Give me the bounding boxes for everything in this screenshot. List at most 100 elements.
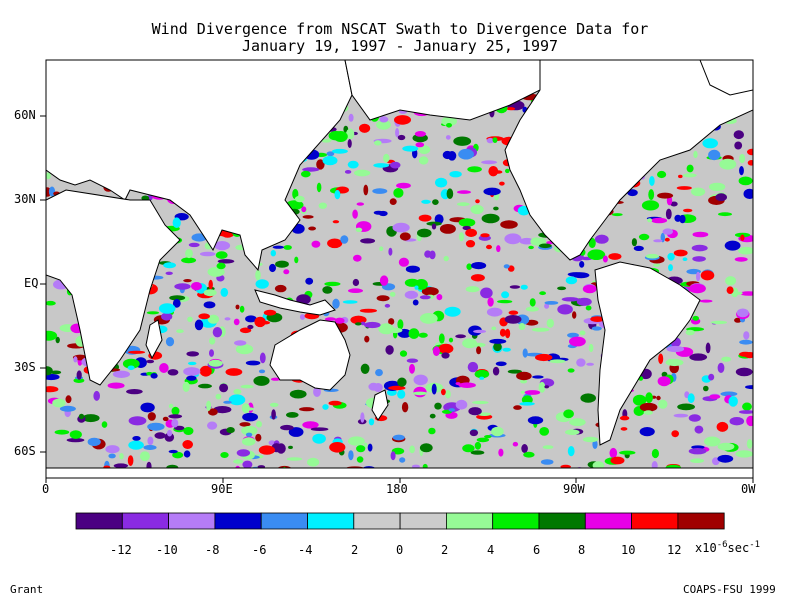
colorbar-label-5: -4 <box>298 543 313 557</box>
divergence-patch <box>735 367 753 377</box>
divergence-patch <box>342 300 358 304</box>
divergence-patch <box>665 208 672 220</box>
divergence-patch <box>432 199 439 206</box>
divergence-patch <box>242 460 253 469</box>
divergence-patch <box>239 422 251 427</box>
divergence-patch <box>565 276 578 285</box>
divergence-patch <box>393 188 404 198</box>
divergence-patch <box>398 257 409 267</box>
divergence-patch <box>455 382 461 386</box>
divergence-patch <box>283 269 290 275</box>
divergence-patch <box>465 240 476 248</box>
divergence-patch <box>302 215 314 219</box>
divergence-patch <box>220 452 229 458</box>
colorbar-swatch <box>353 512 401 530</box>
divergence-patch <box>746 439 753 449</box>
divergence-patch <box>544 303 550 309</box>
divergence-patch <box>493 342 502 352</box>
divergence-patch <box>223 400 232 404</box>
divergence-patch <box>172 298 181 308</box>
divergence-patch <box>107 382 125 389</box>
divergence-patch <box>458 382 476 389</box>
divergence-patch <box>340 235 349 244</box>
divergence-patch <box>322 404 329 410</box>
divergence-patch <box>457 190 471 194</box>
divergence-patch <box>234 340 247 346</box>
divergence-patch <box>467 361 479 373</box>
divergence-patch <box>449 171 462 178</box>
divergence-patch <box>686 164 694 173</box>
divergence-patch <box>643 410 653 415</box>
divergence-patch <box>444 306 461 317</box>
divergence-patch <box>127 455 134 466</box>
divergence-patch <box>348 288 363 294</box>
divergence-patch <box>348 450 354 461</box>
divergence-patch <box>586 362 594 366</box>
divergence-patch <box>228 394 246 406</box>
divergence-patch <box>299 314 306 320</box>
divergence-patch <box>283 245 292 250</box>
divergence-patch <box>611 213 623 217</box>
divergence-patch <box>313 386 321 397</box>
divergence-patch <box>275 260 289 268</box>
divergence-patch <box>717 442 735 451</box>
colorbar-swatch <box>214 512 262 530</box>
divergence-patch <box>441 388 446 396</box>
divergence-patch <box>385 345 394 355</box>
divergence-patch <box>399 457 406 463</box>
divergence-patch <box>691 244 708 252</box>
divergence-patch <box>700 270 715 281</box>
divergence-patch <box>729 417 745 426</box>
divergence-patch <box>168 449 178 454</box>
divergence-patch <box>332 220 340 224</box>
divergence-patch <box>328 400 342 406</box>
divergence-patch <box>46 386 59 393</box>
divergence-patch <box>397 134 406 141</box>
divergence-patch <box>347 139 352 148</box>
divergence-patch <box>538 243 552 249</box>
divergence-patch <box>122 358 140 369</box>
divergence-patch <box>587 249 606 260</box>
divergence-patch <box>632 394 647 406</box>
divergence-patch <box>739 166 744 176</box>
divergence-patch <box>301 170 311 178</box>
divergence-patch <box>233 318 240 326</box>
landmass-north-america <box>504 60 753 261</box>
divergence-patch <box>428 427 436 435</box>
divergence-patch <box>132 436 141 441</box>
divergence-patch <box>215 251 228 259</box>
colorbar-swatch <box>677 512 725 530</box>
divergence-patch <box>470 274 485 282</box>
divergence-patch <box>676 186 692 190</box>
divergence-patch <box>462 225 471 231</box>
divergence-patch <box>520 284 528 290</box>
divergence-patch <box>127 365 135 371</box>
divergence-patch <box>418 214 432 222</box>
divergence-patch <box>645 392 653 404</box>
divergence-patch <box>312 433 326 444</box>
divergence-patch <box>119 453 124 460</box>
divergence-patch <box>346 128 355 140</box>
divergence-patch <box>66 438 85 443</box>
divergence-patch <box>169 295 186 301</box>
divergence-patch <box>181 257 197 264</box>
divergence-patch <box>535 353 553 362</box>
divergence-patch <box>687 393 695 404</box>
divergence-patch <box>241 437 256 446</box>
divergence-patch <box>693 150 698 159</box>
divergence-patch <box>682 173 697 178</box>
lat-label-30s: 30S <box>14 360 36 374</box>
divergence-patch <box>147 412 156 421</box>
divergence-patch <box>182 381 190 392</box>
divergence-patch <box>55 336 60 344</box>
divergence-patch <box>431 383 437 395</box>
divergence-patch <box>415 142 425 148</box>
divergence-patch <box>185 248 193 259</box>
divergence-patch <box>735 450 753 458</box>
colorbar-label-13: 12 <box>667 543 682 557</box>
divergence-patch <box>572 272 590 279</box>
colorbar-swatch <box>584 512 632 530</box>
divergence-patch <box>682 257 688 262</box>
divergence-patch <box>286 457 303 461</box>
lat-label-60n: 60N <box>14 108 36 122</box>
